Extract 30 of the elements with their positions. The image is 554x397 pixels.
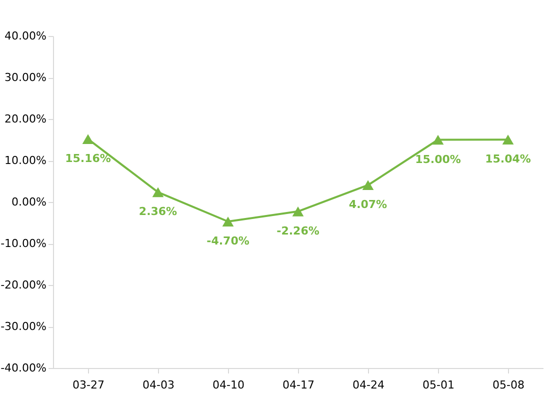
point bbox=[82, 134, 94, 144]
point bbox=[432, 134, 444, 145]
x-tick-label: 03-27 bbox=[72, 378, 104, 392]
y-tick-label: 20.00% bbox=[4, 112, 46, 126]
point bbox=[502, 134, 514, 145]
y-tick-label: 0.00% bbox=[12, 196, 46, 208]
data-label: 2.36% bbox=[138, 205, 178, 218]
data-label: 15.16% bbox=[65, 152, 111, 166]
y-tick-label: -30.00% bbox=[0, 320, 46, 333]
y-tick-label: -10.00% bbox=[0, 237, 46, 250]
data-label: 4.07% bbox=[348, 198, 388, 212]
y-tick-label: 40.00% bbox=[4, 30, 46, 42]
point bbox=[292, 206, 304, 216]
point bbox=[362, 180, 374, 190]
y-tick-label: 30.00% bbox=[4, 71, 46, 84]
x-tick-label: 04-10 bbox=[212, 378, 244, 392]
y-tick-label: 10.00% bbox=[4, 154, 46, 167]
data-label: 15.04% bbox=[485, 152, 531, 166]
x-tick-label: 04-03 bbox=[142, 378, 174, 392]
data-label: -2.26% bbox=[276, 224, 320, 238]
data-label: 15.00% bbox=[415, 152, 461, 166]
y-tick-label: -20.00% bbox=[0, 278, 46, 292]
x-tick-label: 05-08 bbox=[492, 378, 524, 392]
y-tick-label: -40.00% bbox=[0, 362, 46, 374]
point bbox=[152, 187, 164, 198]
point bbox=[222, 216, 234, 226]
x-tick-label: 05-01 bbox=[422, 378, 454, 392]
x-tick-label: 04-24 bbox=[352, 378, 384, 392]
x-tick-label: 04-17 bbox=[282, 378, 314, 392]
data-label: -4.70% bbox=[206, 234, 250, 248]
